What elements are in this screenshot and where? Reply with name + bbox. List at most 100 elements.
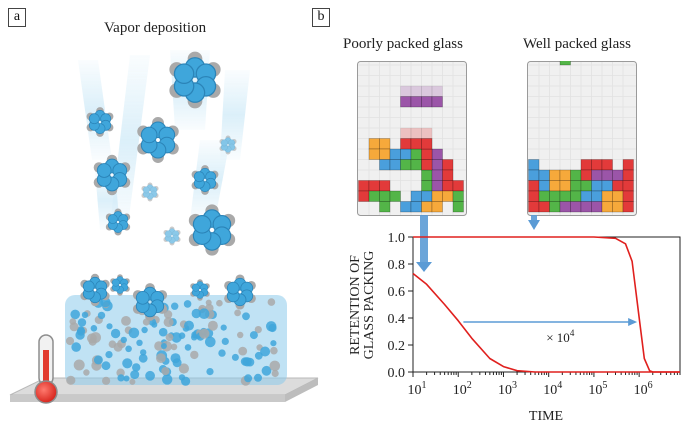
tetris-block [400,138,412,150]
tetris-block [570,180,582,192]
molecule-icon [136,116,180,164]
tetris-block [442,190,454,202]
tetris-block [601,169,613,181]
series-line-poorly-packed-glass [412,272,680,373]
deposited-film [65,273,287,386]
tetris-block [601,159,613,171]
tetris-block [379,138,391,150]
tetris-block [431,96,443,108]
tetris-block [431,85,443,97]
tetris-block [421,96,433,108]
well-packed-title: Well packed glass [523,36,631,52]
y-tick-label: 0.6 [388,285,406,300]
x-tick-label: 106 [634,380,653,398]
tetris-block [549,201,561,213]
tetris-block [538,201,550,213]
tetris-block [410,159,422,171]
y-axis-label-line2: GLASS PACKING [362,251,377,360]
tetris-block [400,85,412,97]
tetris-block [612,169,624,181]
y-tick-label: 0.4 [388,312,406,327]
poorly-packed-arrow-head [416,262,432,272]
tetris-block [452,201,464,213]
tetris-block [591,201,603,213]
tetris-block [612,190,624,202]
tetris-block [549,180,561,192]
tetris-block [570,169,582,181]
tetris-block [601,180,613,192]
tetris-block [410,201,422,213]
tetris-block [622,201,634,213]
y-axis-label-line1: RETENTION OF [348,255,363,355]
panel-b-label: b [312,8,330,27]
tetris-block [410,148,422,160]
y-tick-label: 0.8 [388,258,406,273]
tetris-block [400,201,412,213]
tetris-block [591,169,603,181]
tetris-block [358,180,370,192]
tetris-block [421,201,433,213]
tetris-block [379,201,391,213]
poorly-packed-title: Poorly packed glass [343,36,463,52]
series-line-well-packed-glass [413,236,680,373]
tetris-block [421,169,433,181]
tetris-block [612,180,624,192]
tetris-block [528,180,540,192]
shift-arrow-head [628,318,638,327]
molecule-icon [163,226,181,246]
tetris-block [379,180,391,192]
tetris-block [410,96,422,108]
tetris-block [580,169,592,181]
tetris-block [421,127,433,139]
tetris-block [421,190,433,202]
tetris-block [452,180,464,192]
x-tick-label: 104 [543,380,562,398]
tetris-block [528,201,540,213]
tetris-block [559,201,571,213]
tetris-block [538,169,550,181]
tetris-block [379,190,391,202]
x-tick-label: 105 [588,380,607,398]
tetris-block [549,190,561,202]
tetris-block [368,190,380,202]
x-tick-label: 103 [498,380,517,398]
tetris-block [431,180,443,192]
tetris-block [570,201,582,213]
tetris-block [389,148,401,160]
tetris-block [559,61,571,66]
tetris-block [431,159,443,171]
poorly-packed-arrow [420,215,428,264]
tetris-block [379,148,391,160]
shift-annotation: × 104 [546,328,575,345]
tetris-block [601,201,613,213]
tetris-block [580,201,592,213]
panel-a-label: a [8,8,26,27]
thermometer-icon [34,334,58,404]
tetris-block [442,169,454,181]
tetris-block [538,180,550,192]
tetris-block [389,159,401,171]
tetris-block [601,190,613,202]
well-packed-arrow-head [528,220,540,230]
tetris-block [612,201,624,213]
tetris-block [559,169,571,181]
y-tick-label: 0.2 [388,339,406,354]
x-tick-label: 101 [408,380,427,398]
tetris-block [358,190,370,202]
tetris-block [528,190,540,202]
tetris-block [622,169,634,181]
tetris-block [570,190,582,202]
tetris-block [559,190,571,202]
tetris-block [410,127,422,139]
tetris-block [410,85,422,97]
panel-a-title: Vapor deposition [104,20,207,36]
tetris-block [442,180,454,192]
tetris-block [559,180,571,192]
tetris-block [400,96,412,108]
tetris-block [591,180,603,192]
y-tick-label: 0.0 [388,366,406,381]
plot-frame [412,236,681,373]
tetris-block [528,159,540,171]
tetris-block [591,190,603,202]
tetris-block [622,159,634,171]
